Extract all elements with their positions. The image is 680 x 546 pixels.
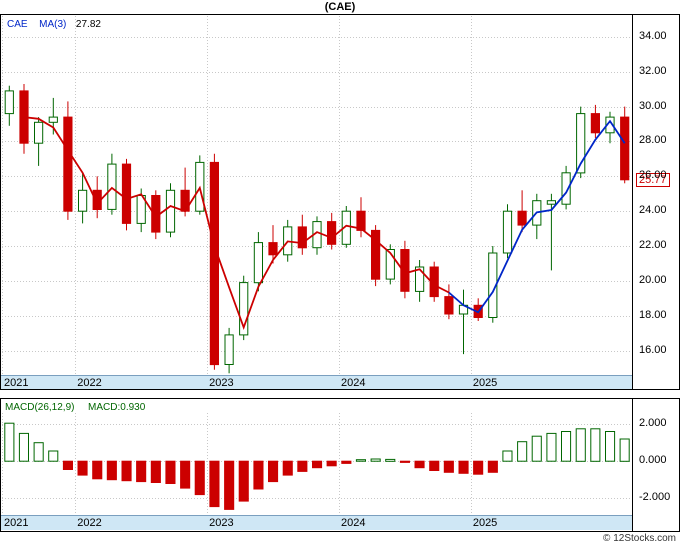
macd-date-band: 2021 2022 2023 2024 2025 (1, 515, 632, 530)
price-x-tick: 2024 (340, 377, 366, 389)
price-y-tick: 28.00 (639, 134, 667, 147)
legend-ma-value: 27.82 (75, 19, 101, 30)
macd-y-tick: -2.000 (639, 491, 671, 504)
credit-label: © 12Stocks.com (603, 533, 676, 544)
price-y-tick: 30.00 (639, 99, 667, 112)
legend-symbol: CAE (7, 19, 28, 30)
price-date-band: 2021 2022 2023 2024 2025 (1, 375, 632, 389)
price-y-tick: 32.00 (639, 64, 667, 77)
price-x-tick: 2025 (472, 377, 498, 389)
macd-x-tick: 2022 (77, 517, 102, 529)
macd-chart-panel: MACD(26,12,9) MACD:0.930 2021 2022 2023 202… (0, 398, 680, 532)
price-legend: CAE MA(3) 27.82 (7, 19, 101, 30)
page-title: (CAE) (324, 1, 356, 13)
price-y-tick: 22.00 (639, 239, 667, 252)
macd-legend-value: MACD:0.930 (88, 402, 146, 413)
legend-ma-label: MA(3) (39, 19, 67, 30)
price-chart-panel: CAE MA(3) 27.82 25.77 2021 2022 2023 2024 20… (0, 14, 680, 390)
macd-legend-name: MACD(26,12,9) (5, 402, 75, 413)
price-x-tick: 2022 (77, 377, 102, 389)
macd-x-tick: 2025 (472, 517, 498, 529)
price-x-tick: 2021 (4, 377, 29, 389)
price-y-tick: 20.00 (639, 273, 667, 286)
macd-plot (2, 399, 633, 531)
macd-x-tick: 2024 (340, 517, 366, 529)
price-y-tick: 26.00 (639, 169, 667, 182)
last-price-tag: 25.77 (636, 172, 670, 187)
macd-x-tick: 2023 (209, 517, 234, 529)
macd-y-tick: 2.000 (639, 417, 667, 430)
price-y-tick: 16.00 (639, 343, 667, 356)
macd-y-tick: 0.000 (639, 454, 667, 467)
price-y-tick: 18.00 (639, 308, 667, 321)
price-plot (2, 15, 633, 389)
macd-legend: MACD(26,12,9) MACD:0.930 (5, 402, 145, 413)
price-y-tick: 24.00 (639, 204, 667, 217)
price-y-tick: 34.00 (639, 29, 667, 42)
macd-x-tick: 2021 (4, 517, 29, 529)
price-x-tick: 2023 (209, 377, 234, 389)
